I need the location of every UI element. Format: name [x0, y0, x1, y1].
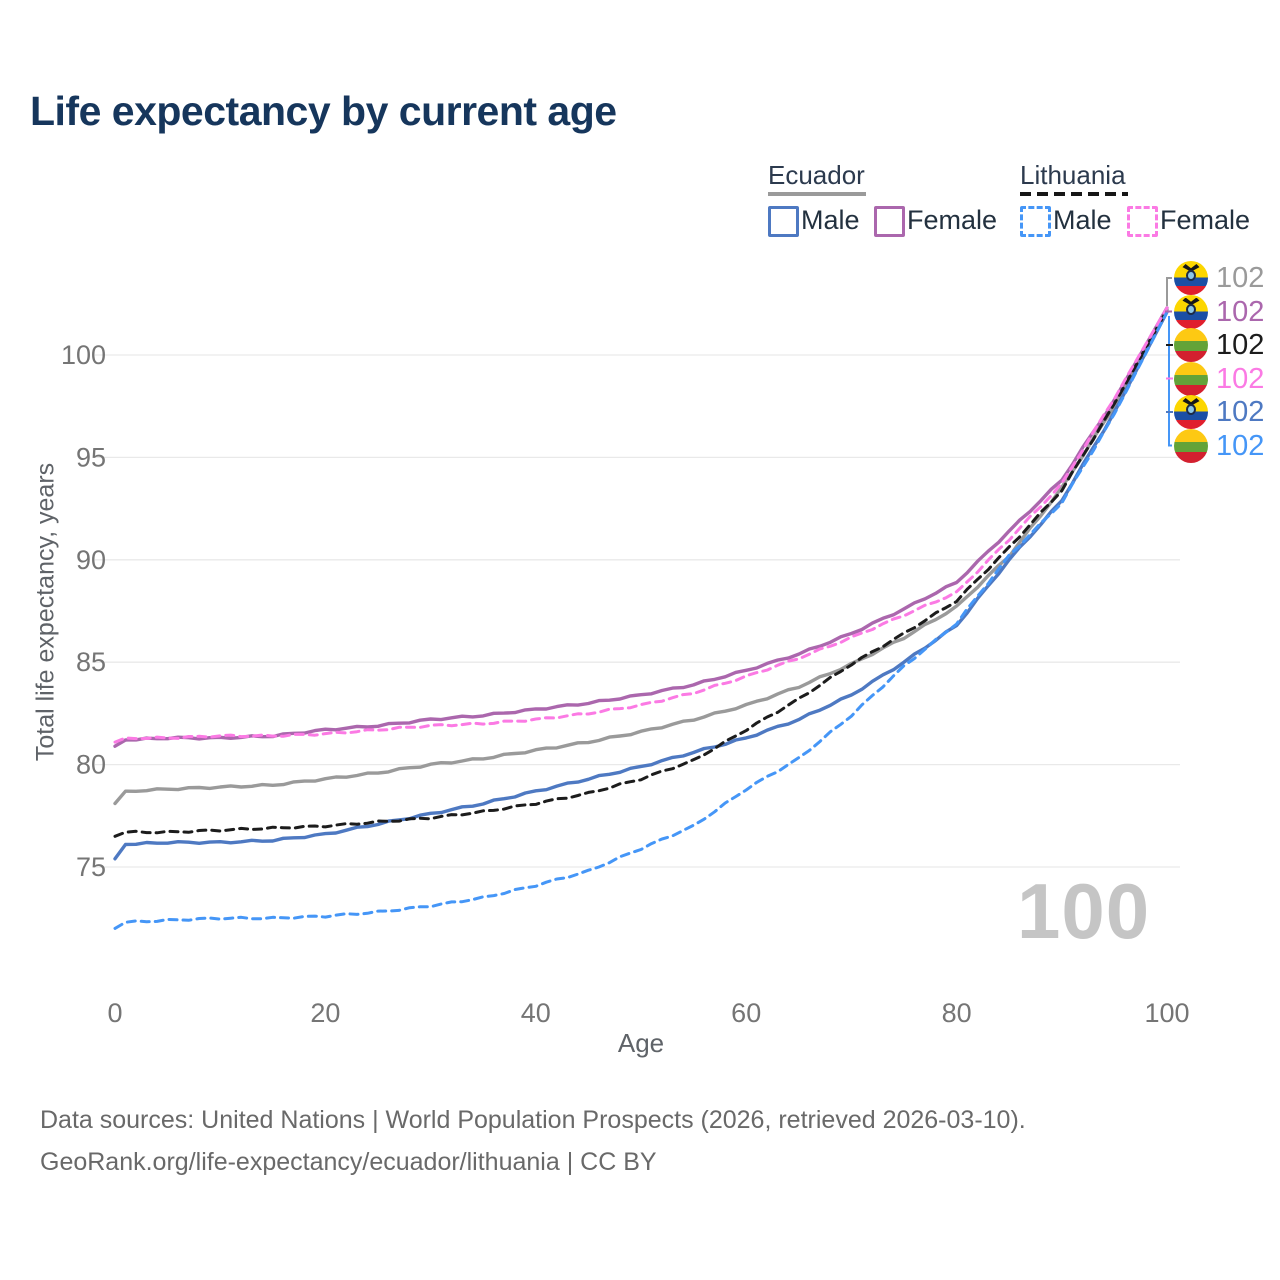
- series-line-ecuador-female[interactable]: [113, 306, 1169, 748]
- footer-sources: Data sources: United Nations | World Pop…: [40, 1106, 1026, 1134]
- ecuador-flag-icon: [1174, 294, 1208, 329]
- x-tick-label: 20: [310, 998, 340, 1028]
- leader-line: [1166, 277, 1172, 306]
- legend-label-ecuador-male[interactable]: Male: [801, 205, 860, 235]
- end-label-row: 102: [1174, 328, 1264, 362]
- end-label-value: 102: [1216, 329, 1265, 361]
- series-line-ecuador-all[interactable]: [113, 308, 1169, 806]
- end-label-row: 102: [1174, 261, 1264, 295]
- x-tick-label: 80: [942, 998, 972, 1028]
- series-line-lithuania-all[interactable]: [113, 308, 1169, 838]
- ecuador-flag-icon: [1174, 395, 1208, 429]
- y-tick-label: 95: [76, 442, 106, 472]
- end-label-row: 102: [1174, 361, 1265, 396]
- page-title: Life expectancy by current age: [30, 88, 617, 134]
- legend-group-lithuania-title: Lithuania: [1020, 160, 1126, 190]
- end-label-value: 102: [1216, 262, 1265, 294]
- y-tick-label: 90: [76, 545, 106, 575]
- x-tick-label: 100: [1144, 998, 1189, 1028]
- legend-swatch-lithuania-female[interactable]: [1127, 206, 1158, 237]
- lithuania-line-sample: [1020, 192, 1128, 196]
- leader-line: [1168, 316, 1172, 447]
- x-tick-label: 40: [521, 998, 551, 1028]
- ecuador-flag-icon: [1174, 261, 1208, 295]
- lithuania-flag-icon: [1174, 361, 1208, 396]
- y-tick-label: 100: [61, 340, 106, 370]
- legend-swatch-lithuania-male[interactable]: [1020, 206, 1051, 237]
- series-line-lithuania-male[interactable]: [113, 310, 1169, 930]
- end-label-value: 102: [1216, 362, 1265, 395]
- y-tick-label: 85: [76, 647, 106, 677]
- legend-swatch-ecuador-female[interactable]: [874, 206, 905, 237]
- legend-label-lithuania-female[interactable]: Female: [1160, 205, 1251, 235]
- end-label-value: 102: [1216, 295, 1265, 328]
- end-label-value: 102: [1216, 429, 1265, 462]
- x-tick-label: 60: [731, 998, 761, 1028]
- lithuania-flag-icon: [1174, 328, 1208, 362]
- end-label-row: 102: [1174, 395, 1264, 429]
- x-tick-label: 0: [107, 998, 122, 1028]
- age-watermark: 100: [1017, 867, 1151, 955]
- y-tick-label: 80: [76, 750, 106, 780]
- legend-group-ecuador-title: Ecuador: [768, 160, 865, 190]
- ecuador-line-sample: [768, 192, 866, 196]
- series-line-lithuania-female[interactable]: [113, 306, 1169, 744]
- end-label-row: 102: [1174, 294, 1265, 329]
- x-axis-title: Age: [618, 1028, 664, 1058]
- legend-label-lithuania-male[interactable]: Male: [1053, 205, 1112, 235]
- line-chart: 75 80 85 90 95 100 0 20 40 60 80 100 Age: [61, 277, 1190, 1058]
- y-tick-label: 75: [76, 852, 106, 882]
- legend-label-ecuador-female[interactable]: Female: [907, 205, 998, 235]
- y-axis-title: Total life expectancy, years: [31, 462, 60, 762]
- lithuania-flag-icon: [1174, 428, 1208, 463]
- series-line-ecuador-male[interactable]: [113, 310, 1169, 861]
- legend-swatch-ecuador-male[interactable]: [768, 206, 799, 237]
- footer-url: GeoRank.org/life-expectancy/ecuador/lith…: [40, 1148, 657, 1176]
- end-label-row: 102: [1174, 428, 1265, 463]
- end-label-value: 102: [1216, 396, 1265, 428]
